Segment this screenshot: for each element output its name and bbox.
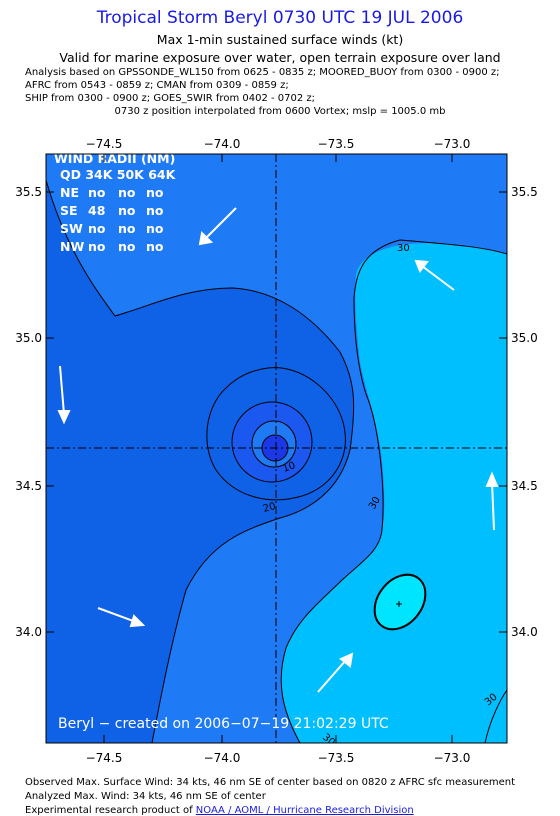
lon-tick-top-1: −74.5 [86,137,123,151]
tick-marks [46,154,507,743]
map-title: Tropical Storm Beryl 0730 UTC 19 JUL 200… [96,8,464,28]
observed-max-wind: Observed Max. Surface Wind: 34 kts, 46 n… [25,777,516,788]
analysis-line-3: SHIP from 0300 - 0900 z; GOES_SWIR from … [25,93,316,104]
product-credit: Experimental research product of NOAA / … [25,805,414,816]
wind-analysis-map: −74.5 −74.0 −73.5 −73.0 [15,137,538,765]
analysis-line-1: Analysis based on GPSSONDE_WL150 from 06… [25,67,500,78]
lat-tick-left-1: 35.5 [15,185,42,199]
wind-vector-east [485,471,499,531]
max-wind-marker [396,601,402,607]
plot-frame [45,153,508,744]
lat-tick-left-3: 34.5 [15,479,42,493]
radii-row-ne-q: NE [60,185,79,200]
subtitle-wind-type: Max 1-min sustained surface winds (kt) [156,32,404,47]
contour-10kt [231,401,313,483]
wind-radii-table: WIND RADII (NM) QD 34K 50K 64K NE no no … [54,151,177,254]
radii-row-sw-34: no [88,221,106,236]
radii-row-ne-64: no [146,185,164,200]
contour-max [373,573,427,631]
wind-vector-southwest [97,607,146,628]
max-wind-region [374,574,426,630]
radii-row-se-64: no [146,203,164,218]
contour-30kt-corner [484,689,507,743]
contour-label-10: 10 [281,460,297,475]
radii-row-ne-50: no [118,185,136,200]
wind-vectors [57,207,499,693]
radii-row-nw-50: no [118,239,136,254]
radii-row-nw-64: no [146,239,164,254]
lat-tick-left-2: 35.0 [15,331,42,345]
lon-tick-bottom-1: −74.5 [86,751,123,765]
radii-row-se-50: no [118,203,136,218]
lon-tick-bottom-3: −73.5 [318,751,355,765]
lat-tick-right-3: 34.5 [511,479,538,493]
radii-row-ne-34: no [88,185,106,200]
wind-vector-ne [414,259,455,291]
analyzed-max-wind: Analyzed Max. Wind: 34 kts, 46 nm SE of … [25,791,266,802]
wind-vector-south [317,652,354,693]
hrd-link[interactable]: NOAA / AOML / Hurricane Research Divisio… [195,805,414,816]
contour-label-30-bottom: 30 [320,732,337,749]
radii-row-se-34: 48 [88,203,105,218]
lon-tick-top-3: −73.5 [318,137,355,151]
contour-5kt [251,420,297,468]
lat-tick-right-2: 35.0 [511,331,538,345]
radii-row-sw-64: no [146,221,164,236]
contour-20kt [206,367,346,501]
wind-radii-header: QD 34K 50K 64K [60,167,177,182]
radii-row-nw-34: no [88,239,106,254]
wind-vector-west [57,365,71,425]
lon-tick-top-4: −73.0 [434,137,471,151]
radii-row-nw-q: NW [60,239,84,254]
analysis-line-2: AFRC from 0543 - 0859 z; CMAN from 0309 … [25,80,289,91]
lat-tick-right-1: 35.5 [511,185,538,199]
region-30kt-light [281,243,507,743]
lat-tick-left-4: 34.0 [15,625,42,639]
contour-label-30-top: 30 [397,243,410,254]
map-credit: Beryl − created on 2006−07−19 21:02:29 U… [58,716,389,732]
contour-30kt [280,239,507,743]
lon-tick-bottom-2: −74.0 [204,751,241,765]
subtitle-exposure: Valid for marine exposure over water, op… [59,50,501,65]
radii-row-se-q: SE [60,203,78,218]
product-credit-prefix: Experimental research product of [25,805,196,816]
lat-tick-right-4: 34.0 [511,625,538,639]
wind-vector-nw [198,207,237,246]
contour-lines [46,179,507,743]
lon-tick-top-2: −74.0 [204,137,241,151]
lon-tick-bottom-4: −73.0 [434,751,471,765]
radii-row-sw-q: SW [60,221,83,236]
radii-row-sw-50: no [118,221,136,236]
position-note: 0730 z position interpolated from 0600 V… [114,106,446,117]
wind-field: 10 20 30 30 30 30 [46,151,507,749]
wind-radii-title: WIND RADII (NM) [54,151,175,166]
contour-outer [46,179,355,743]
contour-label-20: 20 [262,501,277,515]
